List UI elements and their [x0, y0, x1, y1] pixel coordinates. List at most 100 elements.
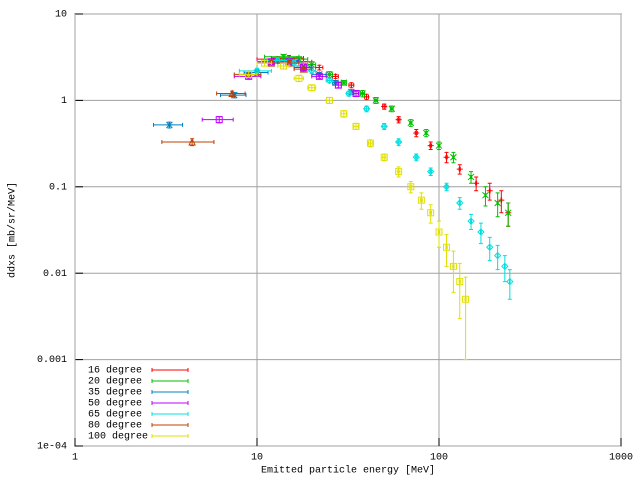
- marker: [417, 196, 425, 204]
- marker: [380, 122, 388, 131]
- x-error-bar: [238, 68, 272, 73]
- marker: [486, 187, 493, 194]
- marker: [412, 153, 420, 161]
- marker: [299, 65, 308, 73]
- marker: [501, 262, 509, 271]
- marker: [395, 168, 403, 176]
- y-error-bar: [428, 204, 433, 224]
- marker: [395, 116, 402, 123]
- x-error-bar: [353, 124, 359, 129]
- marker: [366, 139, 374, 147]
- y-tick-label: 1e-04: [37, 442, 67, 453]
- marker: [345, 89, 353, 98]
- x-error-bar: [470, 219, 473, 224]
- marker: [228, 89, 236, 98]
- marker: [422, 129, 430, 137]
- series: [256, 54, 512, 227]
- marker: [308, 67, 316, 75]
- marker: [372, 97, 380, 104]
- marker: [443, 243, 451, 251]
- x-error-bar: [311, 74, 327, 79]
- legend-label: 100 degree: [88, 431, 148, 443]
- marker: [290, 59, 298, 67]
- marker: [261, 59, 269, 67]
- marker: [442, 183, 451, 191]
- marker: [280, 62, 288, 70]
- x-error-bar: [256, 61, 272, 66]
- x-error-bar: [496, 253, 499, 258]
- y-error-bar: [457, 262, 462, 319]
- marker: [486, 243, 494, 251]
- marker: [394, 138, 403, 146]
- marker: [498, 197, 505, 204]
- x-error-bar: [201, 117, 234, 122]
- x-error-bar: [452, 264, 455, 269]
- marker: [340, 110, 348, 118]
- marker: [308, 84, 316, 92]
- marker: [435, 228, 443, 236]
- marker: [295, 74, 303, 82]
- marker: [427, 209, 435, 217]
- x-error-bar: [429, 210, 433, 215]
- marker: [506, 277, 514, 286]
- marker: [348, 82, 355, 89]
- legend-marker: [151, 412, 189, 416]
- y-tick-label: 0.001: [37, 355, 67, 366]
- marker: [380, 153, 388, 161]
- marker: [352, 90, 360, 98]
- marker: [450, 153, 457, 161]
- legend-marker: [151, 423, 189, 427]
- y-axis-label: ddxs [mb/sr/MeV]: [7, 182, 19, 278]
- x-error-bar: [445, 245, 448, 250]
- marker: [245, 70, 253, 78]
- marker: [426, 167, 435, 176]
- marker: [477, 228, 485, 236]
- marker: [299, 64, 307, 72]
- legend-label: 80 degree: [88, 420, 142, 432]
- x-error-bar: [353, 91, 359, 96]
- marker: [427, 142, 434, 149]
- y-error-bar: [463, 276, 468, 361]
- x-tick-label: 1: [72, 453, 78, 464]
- marker: [381, 103, 388, 110]
- marker: [359, 90, 366, 97]
- marker: [493, 251, 502, 260]
- marker: [467, 173, 475, 181]
- x-tick-label: 10: [251, 453, 263, 464]
- y-error-bar: [451, 250, 456, 293]
- x-error-bar: [382, 155, 387, 160]
- legend-label: 65 degree: [88, 409, 142, 421]
- marker: [325, 96, 333, 104]
- y-tick-label: 1: [61, 96, 67, 107]
- marker: [388, 105, 396, 113]
- y-tick-label: 0.1: [49, 182, 67, 193]
- legend-marker: [151, 379, 189, 383]
- x-error-bar: [479, 229, 482, 234]
- x-error-bar: [396, 169, 401, 174]
- legend-label: 16 degree: [88, 365, 142, 377]
- marker: [504, 209, 512, 217]
- series: [264, 53, 512, 227]
- marker: [456, 166, 463, 173]
- x-error-bar: [368, 141, 373, 146]
- marker: [363, 93, 370, 100]
- marker: [316, 64, 323, 71]
- legend-marker: [151, 401, 189, 405]
- marker: [326, 71, 333, 78]
- y-tick-label: 0.01: [43, 269, 67, 280]
- marker: [482, 191, 489, 199]
- legend-label: 50 degree: [88, 398, 142, 410]
- x-error-bar: [458, 200, 461, 205]
- x-error-bar: [503, 264, 506, 269]
- marker: [334, 81, 342, 89]
- marker: [456, 199, 464, 207]
- legend-label: 35 degree: [88, 387, 142, 399]
- y-error-bar: [469, 213, 474, 231]
- x-error-bar: [293, 67, 313, 72]
- x-error-bar: [161, 140, 215, 144]
- x-error-bar: [429, 169, 433, 174]
- x-error-bar: [437, 229, 441, 234]
- marker: [462, 295, 470, 303]
- series: [238, 59, 470, 361]
